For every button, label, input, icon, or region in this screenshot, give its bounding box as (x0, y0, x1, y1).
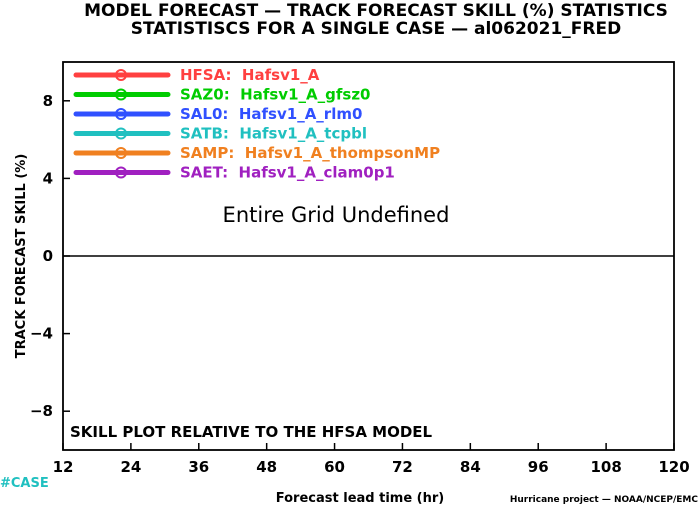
y-tick-label: −4 (30, 325, 53, 343)
chart-subtitle: STATISTISCS FOR A SINGLE CASE — al062021… (131, 19, 621, 39)
legend-item: SATB: Hafsv1_A_tcpbl (73, 125, 367, 143)
legend-marker (115, 147, 127, 159)
y-axis-label: TRACK FORECAST SKILL (%) (14, 154, 29, 359)
legend-label: SATB: Hafsv1_A_tcpbl (180, 125, 367, 143)
chart-title: MODEL FORECAST — TRACK FORECAST SKILL (%… (84, 1, 668, 21)
x-tick-label: 108 (590, 458, 621, 476)
skill-annotation: SKILL PLOT RELATIVE TO THE HFSA MODEL (70, 423, 433, 441)
y-tick-label: 0 (43, 247, 53, 265)
y-tick-label: 4 (43, 169, 53, 187)
credit-text: Hurricane project — NOAA/NCEP/EMC (510, 495, 699, 505)
case-label: #CASE (0, 476, 49, 491)
x-axis-label: Forecast lead time (hr) (276, 491, 444, 506)
legend-marker (115, 166, 127, 179)
y-tick-label: 8 (43, 92, 53, 110)
x-tick-label: 120 (658, 458, 689, 476)
x-tick-label: 60 (324, 458, 345, 476)
legend: HFSA: Hafsv1_A SAZ0: Hafsv1_A_gfsz0SAL0: … (73, 66, 440, 182)
legend-label: SAL0: Hafsv1_A_rlm0 (180, 105, 362, 123)
legend-label: SAMP: Hafsv1_A_thompsonMP (180, 144, 440, 162)
x-tick-label: 96 (528, 458, 549, 476)
legend-marker (115, 108, 127, 120)
legend-label: SAZ0: Hafsv1_A_gfsz0 (180, 86, 370, 104)
x-tick-label: 12 (53, 458, 74, 476)
legend-marker (115, 69, 127, 81)
x-tick-label: 48 (256, 458, 277, 476)
center-message: Entire Grid Undefined (223, 203, 450, 227)
legend-label: SAET: Hafsv1_A_clam0p1 (180, 164, 395, 182)
x-tick-label: 84 (460, 458, 481, 476)
legend-marker (115, 88, 127, 101)
plot-frame (62, 61, 675, 451)
legend-label: HFSA: Hafsv1_A (180, 66, 320, 84)
legend-item: SAET: Hafsv1_A_clam0p1 (73, 164, 395, 182)
y-tick-label: −8 (30, 402, 53, 420)
legend-item: SAL0: Hafsv1_A_rlm0 (73, 105, 362, 123)
legend-item: SAZ0: Hafsv1_A_gfsz0 (73, 86, 370, 104)
legend-marker (115, 127, 127, 140)
x-tick-label: 24 (120, 458, 141, 476)
legend-item: HFSA: Hafsv1_A (73, 66, 320, 84)
x-tick-label: 72 (392, 458, 413, 476)
x-axis-ticks: 12 24 36 48 60 72 84 96 108 120 (53, 443, 690, 476)
legend-item: SAMP: Hafsv1_A_thompsonMP (73, 144, 440, 162)
x-tick-label: 36 (188, 458, 209, 476)
